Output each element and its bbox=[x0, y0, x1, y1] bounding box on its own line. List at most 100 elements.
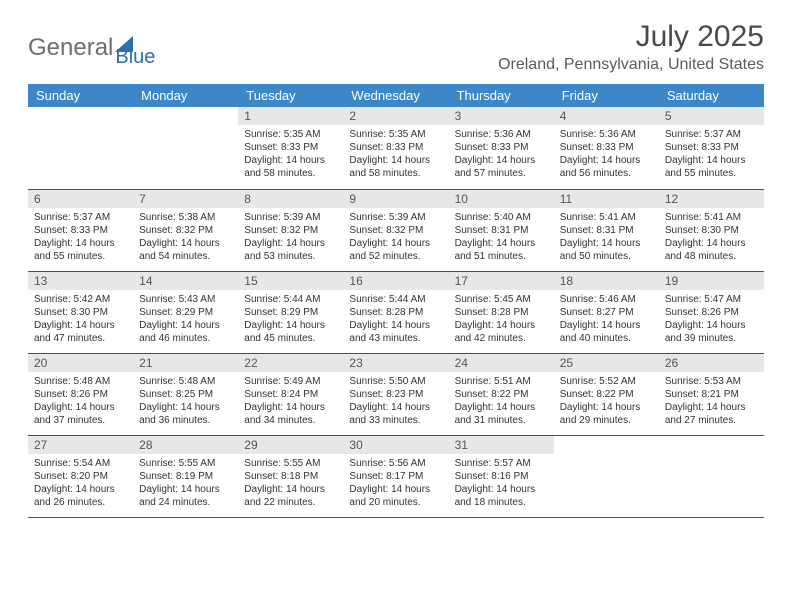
calendar-day-cell: 1Sunrise: 5:35 AMSunset: 8:33 PMDaylight… bbox=[238, 107, 343, 189]
calendar-day-cell: 6Sunrise: 5:37 AMSunset: 8:33 PMDaylight… bbox=[28, 189, 133, 271]
day-details: Sunrise: 5:47 AMSunset: 8:26 PMDaylight:… bbox=[659, 290, 764, 351]
day-number: 19 bbox=[659, 272, 764, 290]
day-number: 26 bbox=[659, 354, 764, 372]
day-details: Sunrise: 5:45 AMSunset: 8:28 PMDaylight:… bbox=[449, 290, 554, 351]
day-number: 17 bbox=[449, 272, 554, 290]
day-details: Sunrise: 5:49 AMSunset: 8:24 PMDaylight:… bbox=[238, 372, 343, 433]
calendar-day-cell: 14Sunrise: 5:43 AMSunset: 8:29 PMDayligh… bbox=[133, 271, 238, 353]
calendar-day-cell: .. bbox=[133, 107, 238, 189]
day-number: 10 bbox=[449, 190, 554, 208]
day-number: 27 bbox=[28, 436, 133, 454]
day-number: 18 bbox=[554, 272, 659, 290]
day-details: Sunrise: 5:43 AMSunset: 8:29 PMDaylight:… bbox=[133, 290, 238, 351]
calendar-day-cell: 3Sunrise: 5:36 AMSunset: 8:33 PMDaylight… bbox=[449, 107, 554, 189]
calendar-day-cell: 30Sunrise: 5:56 AMSunset: 8:17 PMDayligh… bbox=[343, 435, 448, 517]
day-number: 3 bbox=[449, 107, 554, 125]
calendar-day-cell: 31Sunrise: 5:57 AMSunset: 8:16 PMDayligh… bbox=[449, 435, 554, 517]
calendar-week-row: 13Sunrise: 5:42 AMSunset: 8:30 PMDayligh… bbox=[28, 271, 764, 353]
day-details: Sunrise: 5:44 AMSunset: 8:28 PMDaylight:… bbox=[343, 290, 448, 351]
calendar-day-cell: 18Sunrise: 5:46 AMSunset: 8:27 PMDayligh… bbox=[554, 271, 659, 353]
calendar-day-cell: 27Sunrise: 5:54 AMSunset: 8:20 PMDayligh… bbox=[28, 435, 133, 517]
calendar-day-cell: 2Sunrise: 5:35 AMSunset: 8:33 PMDaylight… bbox=[343, 107, 448, 189]
day-number: 5 bbox=[659, 107, 764, 125]
day-number: 23 bbox=[343, 354, 448, 372]
calendar-week-row: ....1Sunrise: 5:35 AMSunset: 8:33 PMDayl… bbox=[28, 107, 764, 189]
weekday-header: Sunday bbox=[28, 84, 133, 107]
calendar-day-cell: 22Sunrise: 5:49 AMSunset: 8:24 PMDayligh… bbox=[238, 353, 343, 435]
day-number: 25 bbox=[554, 354, 659, 372]
title-block: July 2025 Oreland, Pennsylvania, United … bbox=[498, 20, 764, 74]
day-details: Sunrise: 5:36 AMSunset: 8:33 PMDaylight:… bbox=[449, 125, 554, 186]
day-number: 14 bbox=[133, 272, 238, 290]
calendar-day-cell: 11Sunrise: 5:41 AMSunset: 8:31 PMDayligh… bbox=[554, 189, 659, 271]
day-details: Sunrise: 5:50 AMSunset: 8:23 PMDaylight:… bbox=[343, 372, 448, 433]
day-number: 16 bbox=[343, 272, 448, 290]
calendar-day-cell: 28Sunrise: 5:55 AMSunset: 8:19 PMDayligh… bbox=[133, 435, 238, 517]
day-number: 9 bbox=[343, 190, 448, 208]
day-details: Sunrise: 5:51 AMSunset: 8:22 PMDaylight:… bbox=[449, 372, 554, 433]
day-details: Sunrise: 5:38 AMSunset: 8:32 PMDaylight:… bbox=[133, 208, 238, 269]
calendar-day-cell: 19Sunrise: 5:47 AMSunset: 8:26 PMDayligh… bbox=[659, 271, 764, 353]
day-details: Sunrise: 5:48 AMSunset: 8:25 PMDaylight:… bbox=[133, 372, 238, 433]
day-number: 21 bbox=[133, 354, 238, 372]
calendar-day-cell: 17Sunrise: 5:45 AMSunset: 8:28 PMDayligh… bbox=[449, 271, 554, 353]
day-number: 20 bbox=[28, 354, 133, 372]
day-number: 8 bbox=[238, 190, 343, 208]
day-details: Sunrise: 5:54 AMSunset: 8:20 PMDaylight:… bbox=[28, 454, 133, 515]
day-number: 12 bbox=[659, 190, 764, 208]
day-number: 15 bbox=[238, 272, 343, 290]
day-details: Sunrise: 5:40 AMSunset: 8:31 PMDaylight:… bbox=[449, 208, 554, 269]
weekday-header: Wednesday bbox=[343, 84, 448, 107]
calendar-day-cell: 29Sunrise: 5:55 AMSunset: 8:18 PMDayligh… bbox=[238, 435, 343, 517]
day-details: Sunrise: 5:53 AMSunset: 8:21 PMDaylight:… bbox=[659, 372, 764, 433]
calendar-day-cell: 24Sunrise: 5:51 AMSunset: 8:22 PMDayligh… bbox=[449, 353, 554, 435]
calendar-day-cell: 23Sunrise: 5:50 AMSunset: 8:23 PMDayligh… bbox=[343, 353, 448, 435]
day-number: 1 bbox=[238, 107, 343, 125]
day-details: Sunrise: 5:39 AMSunset: 8:32 PMDaylight:… bbox=[238, 208, 343, 269]
day-details: Sunrise: 5:41 AMSunset: 8:31 PMDaylight:… bbox=[554, 208, 659, 269]
weekday-header: Tuesday bbox=[238, 84, 343, 107]
calendar-day-cell: 16Sunrise: 5:44 AMSunset: 8:28 PMDayligh… bbox=[343, 271, 448, 353]
location: Oreland, Pennsylvania, United States bbox=[498, 56, 764, 74]
day-number: 11 bbox=[554, 190, 659, 208]
day-details: Sunrise: 5:55 AMSunset: 8:18 PMDaylight:… bbox=[238, 454, 343, 515]
calendar-day-cell: 5Sunrise: 5:37 AMSunset: 8:33 PMDaylight… bbox=[659, 107, 764, 189]
calendar-week-row: 27Sunrise: 5:54 AMSunset: 8:20 PMDayligh… bbox=[28, 435, 764, 517]
calendar-day-cell: 9Sunrise: 5:39 AMSunset: 8:32 PMDaylight… bbox=[343, 189, 448, 271]
calendar-week-row: 6Sunrise: 5:37 AMSunset: 8:33 PMDaylight… bbox=[28, 189, 764, 271]
day-number: 6 bbox=[28, 190, 133, 208]
day-number: 28 bbox=[133, 436, 238, 454]
calendar-day-cell: 7Sunrise: 5:38 AMSunset: 8:32 PMDaylight… bbox=[133, 189, 238, 271]
day-number: 22 bbox=[238, 354, 343, 372]
day-number: 13 bbox=[28, 272, 133, 290]
logo-triangle-icon bbox=[115, 36, 133, 52]
calendar-day-cell: 25Sunrise: 5:52 AMSunset: 8:22 PMDayligh… bbox=[554, 353, 659, 435]
day-details: Sunrise: 5:35 AMSunset: 8:33 PMDaylight:… bbox=[238, 125, 343, 186]
calendar-table: SundayMondayTuesdayWednesdayThursdayFrid… bbox=[28, 84, 764, 518]
calendar-day-cell: 21Sunrise: 5:48 AMSunset: 8:25 PMDayligh… bbox=[133, 353, 238, 435]
logo: General Blue bbox=[28, 20, 155, 69]
logo-text-general: General bbox=[28, 34, 113, 62]
calendar-day-cell: 15Sunrise: 5:44 AMSunset: 8:29 PMDayligh… bbox=[238, 271, 343, 353]
day-details: Sunrise: 5:56 AMSunset: 8:17 PMDaylight:… bbox=[343, 454, 448, 515]
calendar-day-cell: 12Sunrise: 5:41 AMSunset: 8:30 PMDayligh… bbox=[659, 189, 764, 271]
weekday-header: Saturday bbox=[659, 84, 764, 107]
weekday-header: Friday bbox=[554, 84, 659, 107]
calendar-week-row: 20Sunrise: 5:48 AMSunset: 8:26 PMDayligh… bbox=[28, 353, 764, 435]
day-details: Sunrise: 5:35 AMSunset: 8:33 PMDaylight:… bbox=[343, 125, 448, 186]
day-details: Sunrise: 5:37 AMSunset: 8:33 PMDaylight:… bbox=[28, 208, 133, 269]
calendar-day-cell: 10Sunrise: 5:40 AMSunset: 8:31 PMDayligh… bbox=[449, 189, 554, 271]
calendar-day-cell: 4Sunrise: 5:36 AMSunset: 8:33 PMDaylight… bbox=[554, 107, 659, 189]
calendar-day-cell: 26Sunrise: 5:53 AMSunset: 8:21 PMDayligh… bbox=[659, 353, 764, 435]
day-number: 30 bbox=[343, 436, 448, 454]
day-number: 2 bbox=[343, 107, 448, 125]
calendar-day-cell: .. bbox=[659, 435, 764, 517]
calendar-day-cell: 20Sunrise: 5:48 AMSunset: 8:26 PMDayligh… bbox=[28, 353, 133, 435]
day-details: Sunrise: 5:36 AMSunset: 8:33 PMDaylight:… bbox=[554, 125, 659, 186]
header: General Blue July 2025 Oreland, Pennsylv… bbox=[28, 20, 764, 74]
day-number: 4 bbox=[554, 107, 659, 125]
calendar-body: ....1Sunrise: 5:35 AMSunset: 8:33 PMDayl… bbox=[28, 107, 764, 517]
day-details: Sunrise: 5:52 AMSunset: 8:22 PMDaylight:… bbox=[554, 372, 659, 433]
day-details: Sunrise: 5:55 AMSunset: 8:19 PMDaylight:… bbox=[133, 454, 238, 515]
weekday-header-row: SundayMondayTuesdayWednesdayThursdayFrid… bbox=[28, 84, 764, 107]
